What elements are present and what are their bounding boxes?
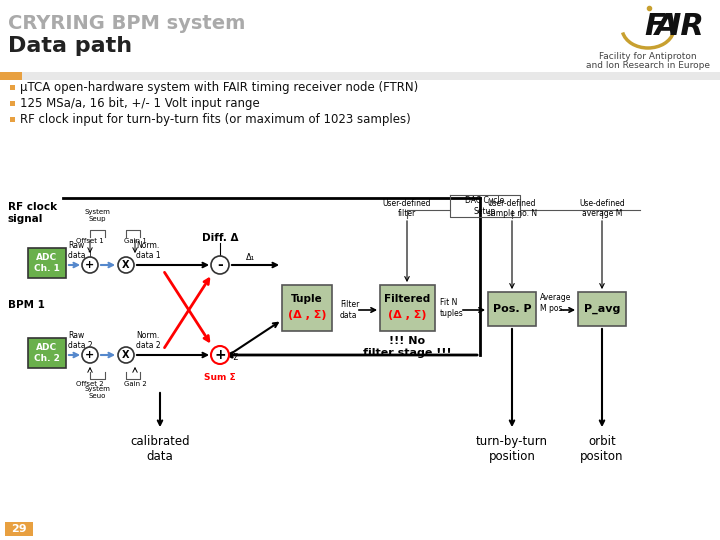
Circle shape	[82, 347, 98, 363]
FancyBboxPatch shape	[28, 248, 66, 278]
Text: Σ: Σ	[232, 353, 238, 361]
Text: IR: IR	[669, 12, 704, 41]
Text: +: +	[214, 348, 226, 362]
Text: turn-by-turn
position: turn-by-turn position	[476, 435, 548, 463]
Text: Filter
data: Filter data	[340, 300, 359, 320]
FancyBboxPatch shape	[10, 85, 15, 90]
Text: X: X	[122, 350, 130, 360]
Text: Pos. P: Pos. P	[492, 304, 531, 314]
Text: Gain 2: Gain 2	[124, 381, 146, 387]
Circle shape	[211, 346, 229, 364]
FancyBboxPatch shape	[5, 522, 33, 536]
Text: Use-defined
average M: Use-defined average M	[579, 199, 625, 218]
Text: Offset 2: Offset 2	[76, 381, 104, 387]
Text: Sum Σ: Sum Σ	[204, 373, 236, 382]
Text: Norm.
data 2: Norm. data 2	[136, 330, 161, 350]
Text: μTCA open-hardware system with FAIR timing receiver node (FTRN): μTCA open-hardware system with FAIR timi…	[20, 82, 418, 94]
Text: Facility for Antiproton: Facility for Antiproton	[599, 52, 697, 61]
Text: RF clock input for turn-by-turn fits (or maximum of 1023 samples): RF clock input for turn-by-turn fits (or…	[20, 113, 410, 126]
Text: Data path: Data path	[8, 36, 132, 56]
Text: +: +	[86, 260, 94, 270]
Text: Gain 1: Gain 1	[124, 238, 146, 244]
Text: and Ion Research in Europe: and Ion Research in Europe	[586, 61, 710, 70]
FancyBboxPatch shape	[10, 117, 15, 122]
Text: +: +	[86, 350, 94, 360]
Text: Filtered: Filtered	[384, 294, 430, 304]
Circle shape	[82, 257, 98, 273]
Text: (Δ , Σ): (Δ , Σ)	[388, 310, 426, 320]
Text: 125 MSa/a, 16 bit, +/- 1 Volt input range: 125 MSa/a, 16 bit, +/- 1 Volt input rang…	[20, 98, 260, 111]
Text: calibrated
data: calibrated data	[130, 435, 190, 463]
Text: Raw
data 2: Raw data 2	[68, 330, 93, 350]
Text: Tuple: Tuple	[291, 294, 323, 304]
FancyBboxPatch shape	[488, 292, 536, 326]
Text: ADC
Ch. 2: ADC Ch. 2	[34, 343, 60, 363]
Text: -: -	[217, 258, 223, 272]
FancyBboxPatch shape	[28, 338, 66, 368]
Text: !!! No
filter stage !!!: !!! No filter stage !!!	[363, 336, 451, 359]
FancyBboxPatch shape	[10, 101, 15, 106]
Text: Δ₁: Δ₁	[246, 253, 255, 262]
Text: RF clock
signal: RF clock signal	[8, 202, 57, 224]
Text: User-defined
sample no. N: User-defined sample no. N	[487, 199, 537, 218]
Text: Diff. Δ: Diff. Δ	[202, 233, 238, 243]
Text: System
Seup: System Seup	[84, 209, 110, 222]
Text: F: F	[644, 12, 665, 41]
Text: User-defined
filter: User-defined filter	[383, 199, 431, 218]
Text: 29: 29	[12, 524, 27, 534]
FancyBboxPatch shape	[0, 72, 22, 80]
Text: Average
M pos.: Average M pos.	[540, 293, 572, 313]
Text: System
Seuo: System Seuo	[84, 386, 110, 399]
Text: P_avg: P_avg	[584, 304, 620, 314]
Text: Offset 1: Offset 1	[76, 238, 104, 244]
Text: orbit
positon: orbit positon	[580, 435, 624, 463]
FancyBboxPatch shape	[380, 285, 435, 331]
FancyBboxPatch shape	[578, 292, 626, 326]
Text: BPM 1: BPM 1	[8, 300, 45, 310]
Text: Raw
data 1: Raw data 1	[68, 241, 93, 260]
Circle shape	[211, 256, 229, 274]
Text: CRYRING BPM system: CRYRING BPM system	[8, 14, 246, 33]
Text: ADC
Ch. 1: ADC Ch. 1	[34, 253, 60, 273]
Text: (Δ , Σ): (Δ , Σ)	[288, 310, 326, 320]
FancyBboxPatch shape	[0, 72, 720, 80]
Text: Fit N
tuples: Fit N tuples	[440, 298, 464, 318]
Text: X: X	[122, 260, 130, 270]
Circle shape	[118, 347, 134, 363]
Text: A: A	[655, 12, 679, 41]
Text: DAC Cycle
Setup: DAC Cycle Setup	[465, 197, 505, 215]
FancyBboxPatch shape	[282, 285, 332, 331]
Text: Norm.
data 1: Norm. data 1	[136, 241, 161, 260]
Circle shape	[118, 257, 134, 273]
